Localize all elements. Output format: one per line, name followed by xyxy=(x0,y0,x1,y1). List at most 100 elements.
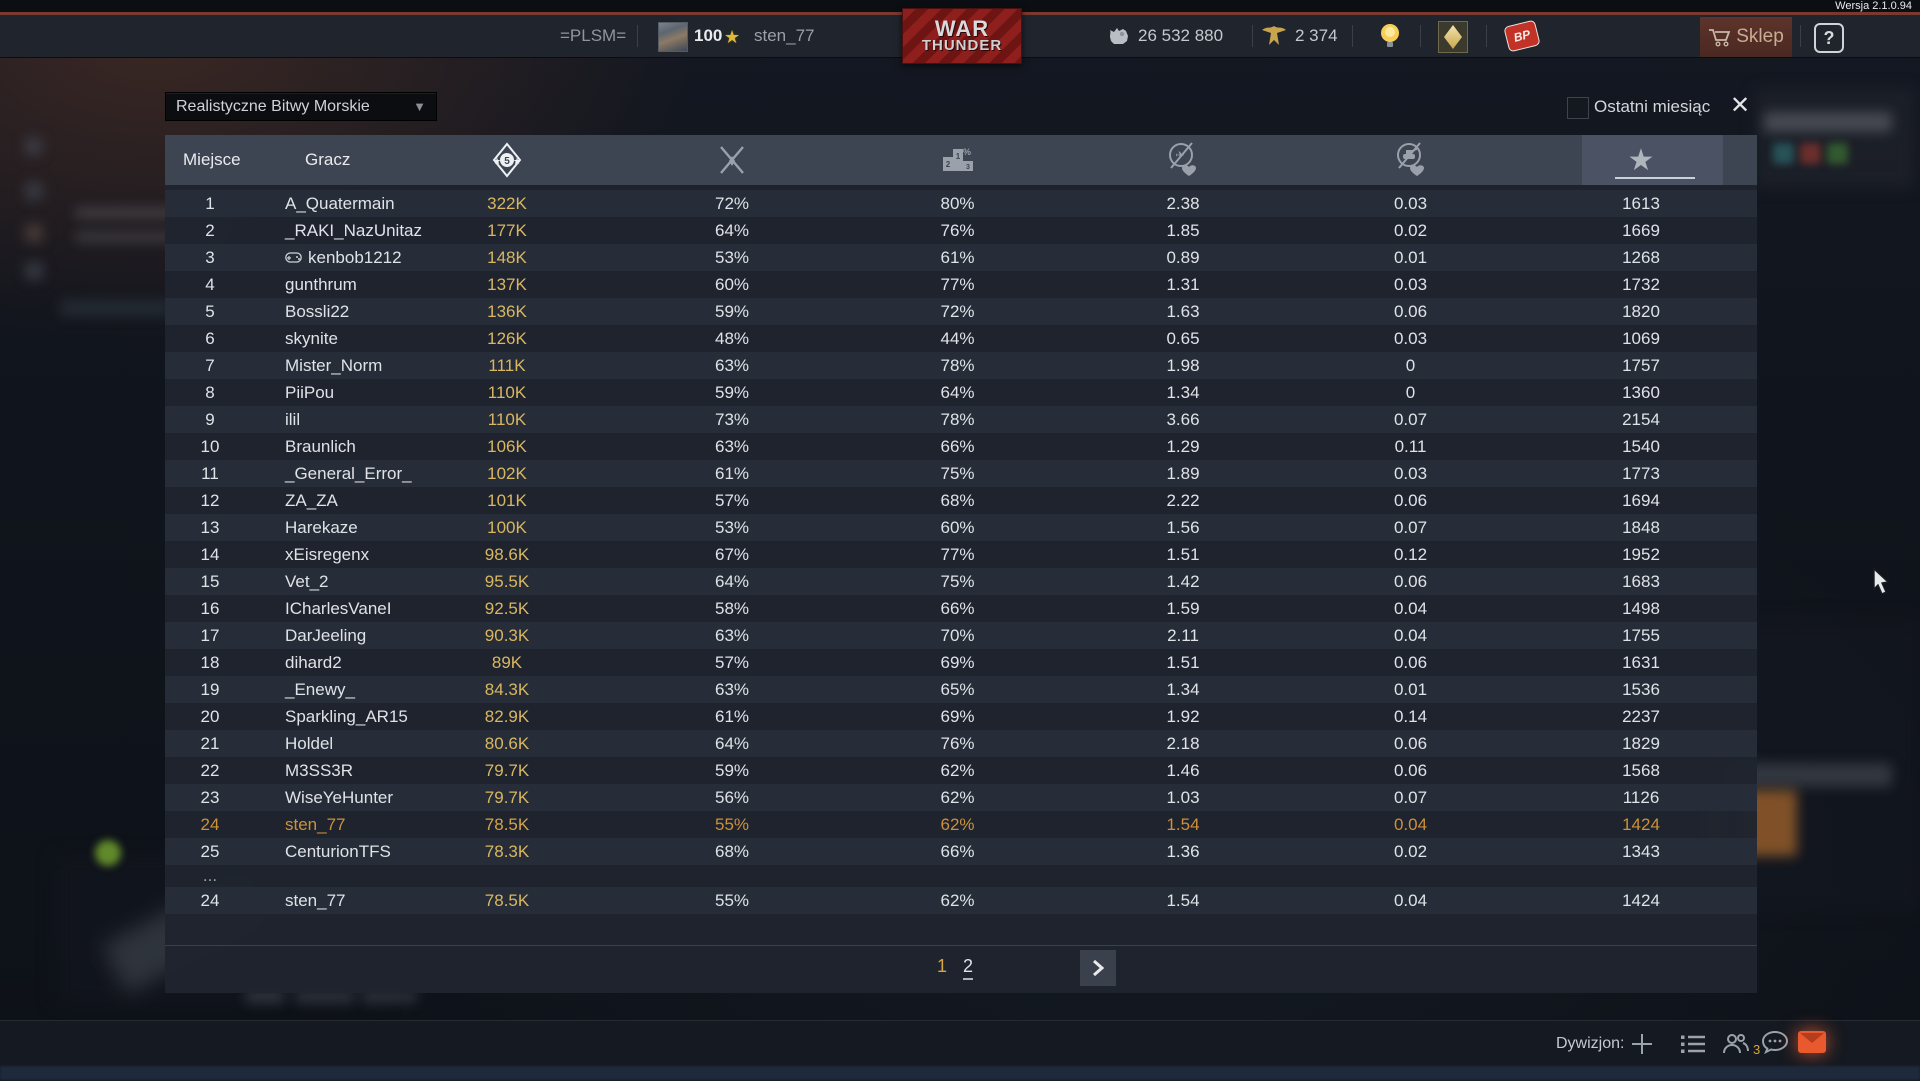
page-2[interactable]: 2 xyxy=(963,956,974,980)
last-month-checkbox[interactable] xyxy=(1567,97,1589,119)
table-row[interactable]: 20 Sparkling_AR15 82.9K 61% 69% 1.92 0.1… xyxy=(165,703,1757,730)
score-cell: 78.5K xyxy=(484,815,530,834)
svg-text:%: % xyxy=(962,147,970,157)
table-row[interactable]: 17 DarJeeling 90.3K 63% 70% 2.11 0.04 17… xyxy=(165,622,1757,649)
next-page-button[interactable] xyxy=(1080,950,1116,986)
ground-targets-per-death-icon[interactable] xyxy=(1296,140,1525,180)
player-cell[interactable]: ICharlesVaneI xyxy=(255,595,395,622)
player-cell[interactable]: Sparkling_AR15 xyxy=(255,703,408,730)
player-cell[interactable]: DarJeeling xyxy=(255,622,395,649)
lightbulb-icon[interactable] xyxy=(1378,22,1402,50)
table-row[interactable]: 24 sten_77 78.5K 55% 62% 1.54 0.04 1424 xyxy=(165,887,1757,914)
column-header-player[interactable]: Gracz xyxy=(305,150,351,169)
table-row[interactable]: 25 CenturionTFS 78.3K 68% 66% 1.36 0.02 … xyxy=(165,838,1757,865)
win-rate-cell: 63% xyxy=(714,680,750,699)
player-cell[interactable]: skynite xyxy=(255,325,395,352)
table-row[interactable]: 2 _RAKI_NazUnitaz 177K 64% 76% 1.85 0.02… xyxy=(165,217,1757,244)
last-month-label[interactable]: Ostatni miesiąc xyxy=(1594,97,1711,116)
rating-star-icon[interactable]: ★ xyxy=(1627,143,1655,177)
table-row[interactable]: 21 Holdel 80.6K 64% 76% 2.18 0.06 1829 xyxy=(165,730,1757,757)
player-cell[interactable]: CenturionTFS xyxy=(255,838,395,865)
top-place-cell: 75% xyxy=(940,572,975,591)
top-place-cell: 44% xyxy=(940,329,975,348)
table-row[interactable]: 16 ICharlesVaneI 92.5K 58% 66% 1.59 0.04… xyxy=(165,595,1757,622)
top-place-cell: 77% xyxy=(940,545,975,564)
table-row[interactable]: 22 M3SS3R 79.7K 59% 62% 1.46 0.06 1568 xyxy=(165,757,1757,784)
table-row[interactable]: 8 PiiPou 110K 59% 64% 1.34 0 1360 xyxy=(165,379,1757,406)
table-row[interactable]: 11 _General_Error_ 102K 61% 75% 1.89 0.0… xyxy=(165,460,1757,487)
player-cell[interactable]: Harekaze xyxy=(255,514,395,541)
help-button[interactable]: ? xyxy=(1814,23,1844,53)
table-row[interactable]: 4 gunthrum 137K 60% 77% 1.31 0.03 1732 xyxy=(165,271,1757,298)
online-friends-icon[interactable]: 3 xyxy=(1720,1021,1760,1067)
player-cell[interactable]: ZA_ZA xyxy=(255,487,395,514)
table-row[interactable]: 15 Vet_2 95.5K 64% 75% 1.42 0.06 1683 xyxy=(165,568,1757,595)
decal-card-icon[interactable] xyxy=(1438,21,1468,53)
rating-cell: 1631 xyxy=(1622,653,1660,672)
game-mode-dropdown[interactable]: Realistyczne Bitwy Morskie ▼ xyxy=(165,92,437,121)
background-blur-green-dot xyxy=(95,840,121,866)
player-cell[interactable]: _RAKI_NazUnitaz xyxy=(255,217,422,244)
shop-button[interactable]: Sklep xyxy=(1700,17,1792,57)
table-row[interactable]: 23 WiseYeHunter 79.7K 56% 62% 1.03 0.07 … xyxy=(165,784,1757,811)
player-cell[interactable]: _Enewy_ xyxy=(255,676,395,703)
win-rate-cell: 61% xyxy=(714,464,750,483)
column-header-place[interactable]: Miejsce xyxy=(183,150,241,169)
table-row[interactable]: 1 A_Quatermain 322K 72% 80% 2.38 0.03 16… xyxy=(165,190,1757,217)
table-row[interactable]: 5 Bossli22 136K 59% 72% 1.63 0.06 1820 xyxy=(165,298,1757,325)
top-place-cell: 72% xyxy=(940,302,975,321)
silver-lions-amount[interactable]: 26 532 880 xyxy=(1138,26,1224,45)
avatar[interactable] xyxy=(658,22,688,52)
table-row[interactable]: 7 Mister_Norm 111K 63% 78% 1.98 0 1757 xyxy=(165,352,1757,379)
table-row[interactable]: 19 _Enewy_ 84.3K 63% 65% 1.34 0.01 1536 xyxy=(165,676,1757,703)
win-rate-cell: 57% xyxy=(714,491,750,510)
battle-tasks-list-icon[interactable] xyxy=(1680,1021,1706,1067)
close-icon[interactable]: ✕ xyxy=(1729,92,1751,119)
player-cell[interactable]: xEisregenx xyxy=(255,541,395,568)
win-rate-cell: 68% xyxy=(714,842,750,861)
clan-tag[interactable]: =PLSM= xyxy=(560,26,627,45)
background-blur-sidebar-icon xyxy=(25,182,43,200)
table-row[interactable]: 6 skynite 126K 48% 44% 0.65 0.03 1069 xyxy=(165,325,1757,352)
player-cell[interactable]: sten_77 xyxy=(255,811,395,838)
player-cell[interactable]: kenbob1212 xyxy=(255,244,402,271)
player-cell[interactable]: gunthrum xyxy=(255,271,395,298)
air-per-death-cell: 1.56 xyxy=(1166,518,1200,537)
player-cell[interactable]: Holdel xyxy=(255,730,395,757)
table-row[interactable]: 13 Harekaze 100K 53% 60% 1.56 0.07 1848 xyxy=(165,514,1757,541)
player-cell[interactable]: Mister_Norm xyxy=(255,352,395,379)
player-cell[interactable]: A_Quatermain xyxy=(255,190,395,217)
player-cell[interactable]: PiiPou xyxy=(255,379,395,406)
player-cell[interactable]: _General_Error_ xyxy=(255,460,412,487)
mail-notification-icon[interactable] xyxy=(1798,1031,1826,1053)
table-row[interactable]: 18 dihard2 89K 57% 69% 1.51 0.06 1631 xyxy=(165,649,1757,676)
ground-per-death-cell: 0.06 xyxy=(1393,572,1428,591)
add-squad-member-icon[interactable] xyxy=(1630,1021,1654,1067)
player-cell[interactable]: sten_77 xyxy=(255,887,395,914)
player-cell[interactable]: M3SS3R xyxy=(255,757,395,784)
player-cell[interactable]: WiseYeHunter xyxy=(255,784,395,811)
score-medal-icon[interactable]: 5 ★ ★ xyxy=(395,140,619,180)
table-row[interactable]: 12 ZA_ZA 101K 57% 68% 2.22 0.06 1694 xyxy=(165,487,1757,514)
player-cell[interactable]: Bossli22 xyxy=(255,298,395,325)
podium-percent-icon[interactable]: 1 2 3% xyxy=(845,143,1070,177)
air-targets-per-death-icon[interactable]: ✈ xyxy=(1070,140,1296,180)
player-cell[interactable]: dihard2 xyxy=(255,649,395,676)
player-cell[interactable]: ilil xyxy=(255,406,395,433)
golden-eagles-amount[interactable]: 2 374 xyxy=(1295,26,1338,45)
background-blur-sidebar-icon xyxy=(25,224,43,242)
player-cell[interactable]: Vet_2 xyxy=(255,568,395,595)
table-row[interactable]: 14 xEisregenx 98.6K 67% 77% 1.51 0.12 19… xyxy=(165,541,1757,568)
chat-icon[interactable] xyxy=(1760,1021,1790,1067)
battle-pass-icon[interactable]: BP xyxy=(1503,19,1541,53)
table-row[interactable]: 3 kenbob1212 148K 53% 61% 0.89 0.01 1268 xyxy=(165,244,1757,271)
table-row[interactable]: 9 ilil 110K 73% 78% 3.66 0.07 2154 xyxy=(165,406,1757,433)
divider xyxy=(1486,25,1487,47)
player-name[interactable]: sten_77 xyxy=(754,26,815,45)
table-row[interactable]: 24 sten_77 78.5K 55% 62% 1.54 0.04 1424 xyxy=(165,811,1757,838)
player-cell[interactable]: Braunlich xyxy=(255,433,395,460)
table-row[interactable]: 10 Braunlich 106K 63% 66% 1.29 0.11 1540 xyxy=(165,433,1757,460)
crossed-swords-icon[interactable] xyxy=(619,142,845,178)
air-per-death-cell: 2.22 xyxy=(1166,491,1200,510)
page-1[interactable]: 1 xyxy=(937,956,948,976)
